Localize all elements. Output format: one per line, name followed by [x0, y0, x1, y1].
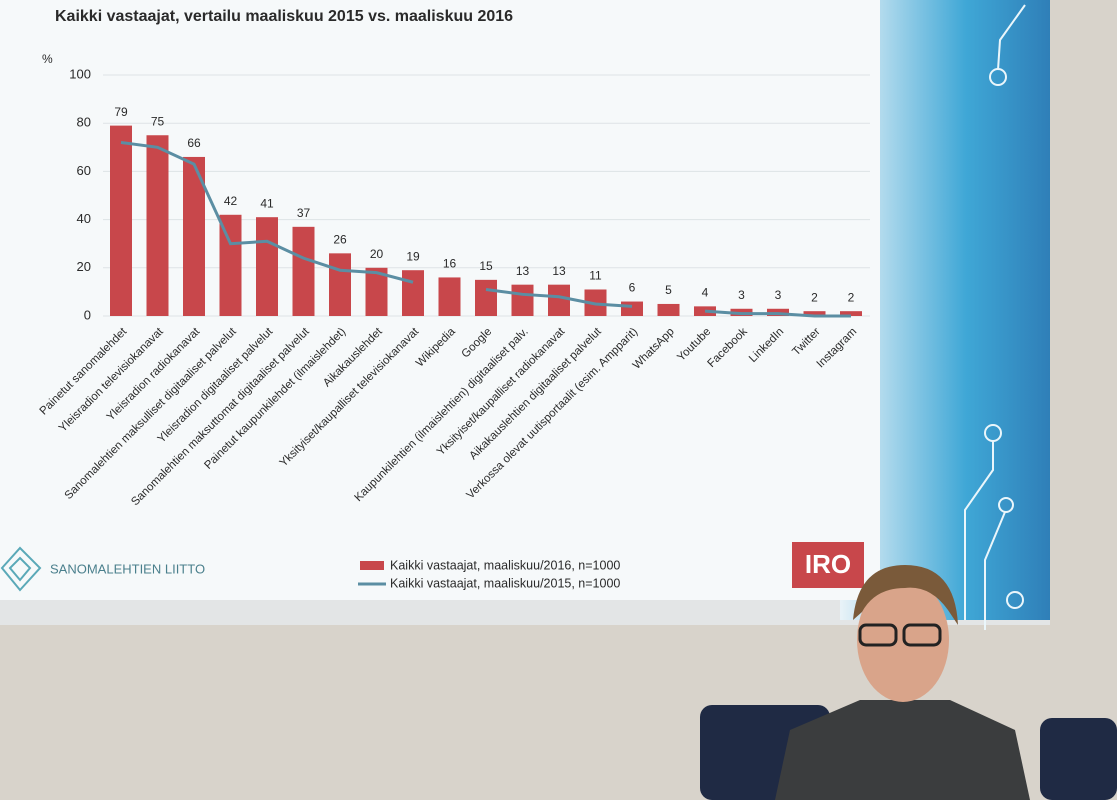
data-label: 42: [224, 194, 238, 208]
data-label: 41: [260, 196, 274, 210]
data-label: 3: [775, 288, 782, 302]
y-tick-label: 20: [77, 259, 91, 274]
hair: [853, 565, 958, 625]
glasses: [858, 623, 898, 647]
data-label: 5: [665, 283, 672, 297]
bar: [256, 217, 278, 316]
logo-box: [792, 542, 864, 588]
bar: [803, 311, 826, 316]
data-label: 4: [702, 286, 709, 300]
y-tick-label: 60: [77, 163, 91, 178]
data-label: 66: [187, 136, 201, 150]
data-label: 20: [370, 247, 384, 261]
legend-swatch: [360, 561, 384, 570]
glasses: [902, 623, 942, 647]
bar: [475, 279, 497, 316]
presenter: [700, 565, 1117, 800]
bar: [438, 277, 461, 316]
bar: [402, 270, 424, 316]
data-label: 16: [443, 257, 457, 271]
data-label: 79: [114, 105, 128, 119]
bar: [110, 125, 132, 316]
bar: [548, 284, 570, 316]
bar: [292, 226, 315, 316]
data-label: 13: [552, 264, 566, 278]
logo-left: SANOMALEHTIEN LIITTO: [0, 546, 205, 592]
data-label: 6: [629, 281, 636, 295]
logo-text: SANOMALEHTIEN LIITTO: [50, 561, 205, 576]
data-label: 19: [406, 249, 420, 263]
shirt: [775, 700, 1030, 800]
data-label: 75: [151, 114, 165, 128]
legend-label: Kaikki vastaajat, maaliskuu/2015, n=1000: [390, 576, 620, 590]
data-label: 15: [479, 259, 493, 273]
bar: [183, 156, 205, 316]
bar: [657, 303, 680, 316]
data-label: 13: [516, 264, 530, 278]
data-label: 11: [589, 269, 602, 283]
bar: [621, 301, 643, 316]
data-label: 2: [811, 290, 818, 304]
bar: [219, 214, 242, 316]
data-label: 26: [333, 233, 347, 247]
circuit-art: [964, 4, 1026, 630]
line: [120, 140, 851, 318]
legend-label: Kaikki vastaajat, maaliskuu/2016, n=1000: [390, 558, 620, 572]
bar: [840, 311, 862, 316]
y-axis-label: %: [42, 52, 53, 66]
logo-text: IRO: [805, 549, 851, 579]
y-tick-label: 80: [77, 115, 91, 130]
chair: [1040, 718, 1117, 800]
chart-title: Kaikki vastaajat, vertailu maaliskuu 201…: [55, 8, 513, 25]
y-tick-label: 40: [77, 211, 91, 226]
bar: [365, 267, 388, 316]
data-label: 2: [848, 290, 855, 304]
y-tick-label: 100: [69, 66, 91, 81]
bar: [146, 135, 169, 316]
bar: [511, 284, 534, 316]
data-label: 3: [738, 288, 745, 302]
bar: [329, 253, 351, 316]
logo-mark: [0, 546, 42, 592]
data-label: 37: [297, 206, 311, 220]
y-tick-label: 0: [84, 307, 91, 322]
